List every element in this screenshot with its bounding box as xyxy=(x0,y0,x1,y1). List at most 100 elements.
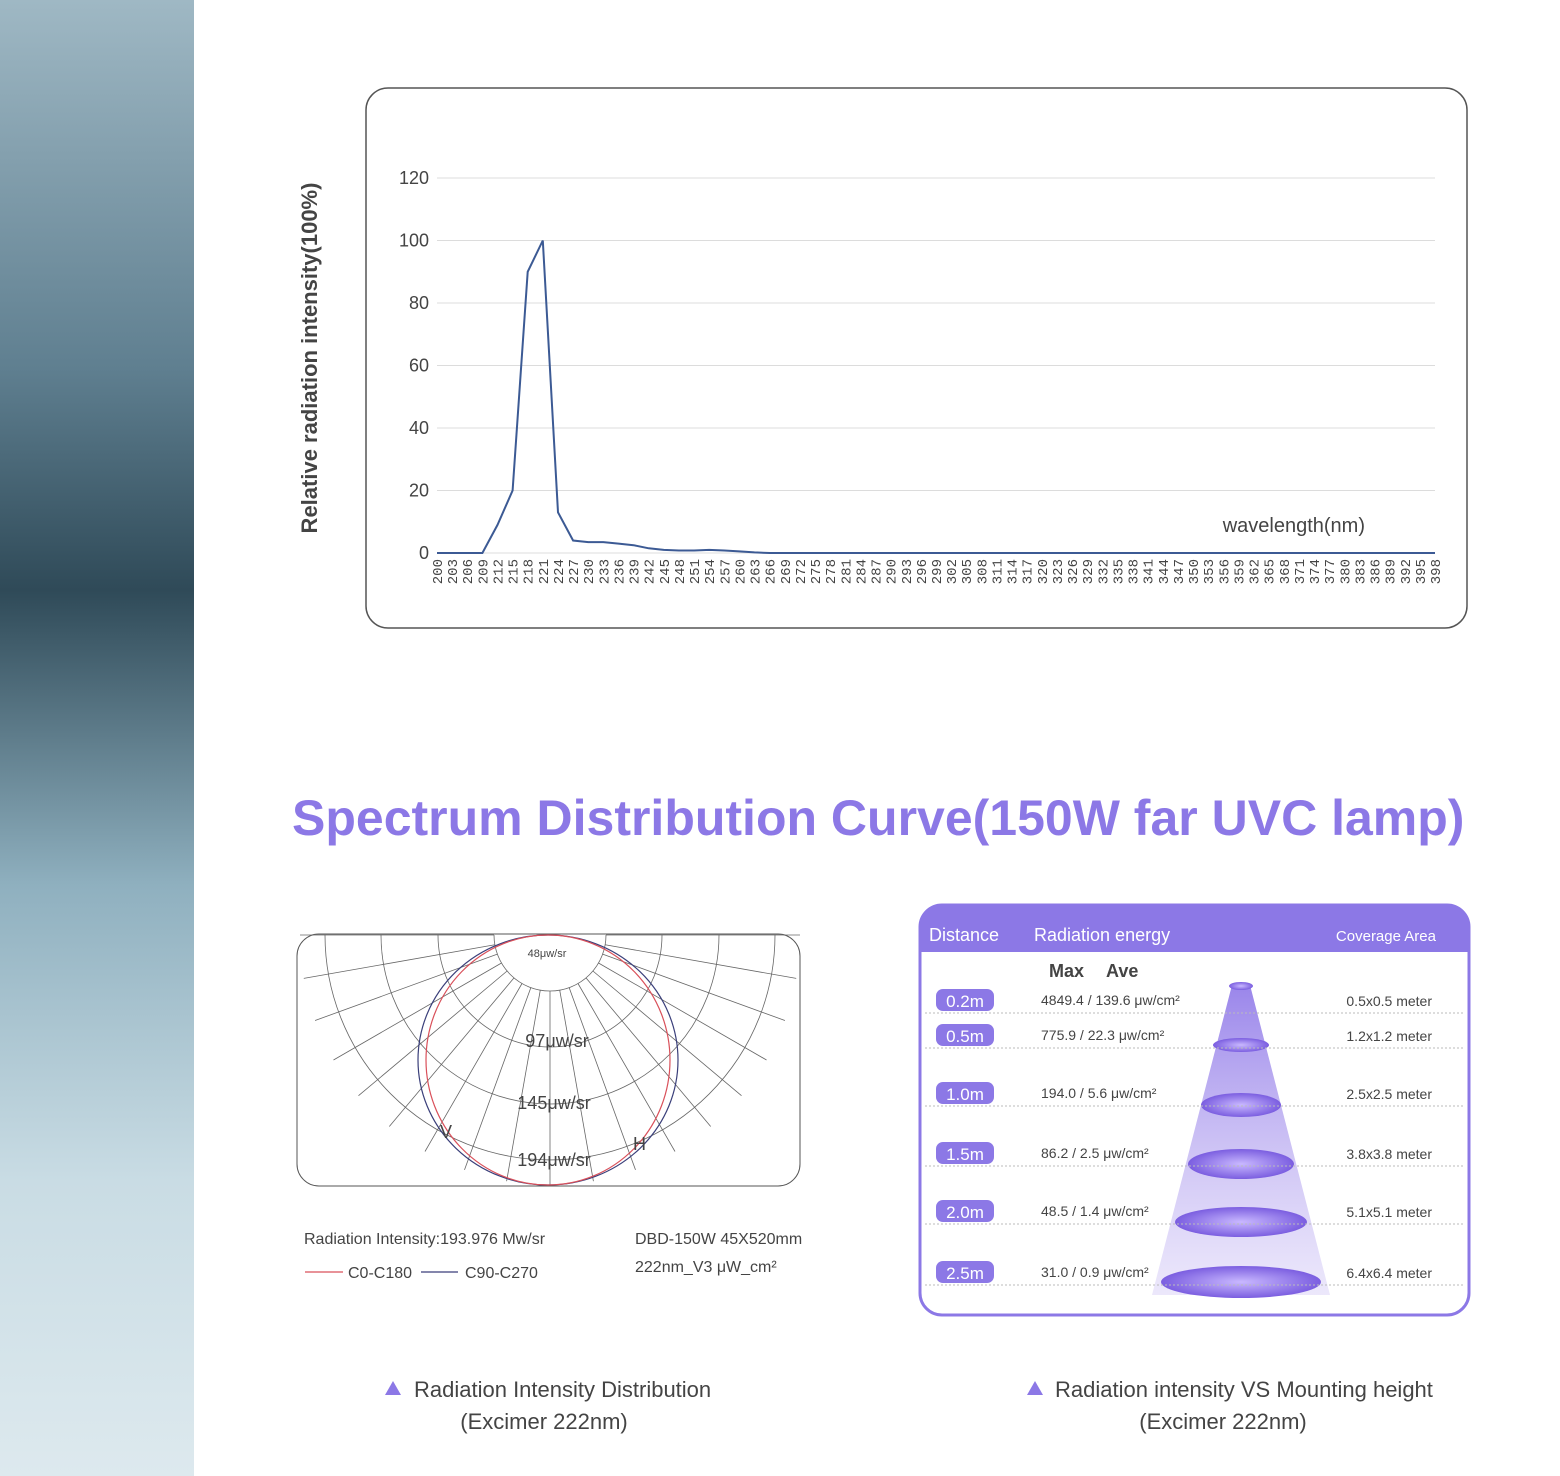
y-tick-label: 60 xyxy=(409,356,429,376)
table-cell: 775.9 / 22.3 μw/cm² xyxy=(1041,1027,1165,1043)
x-tick-label: 278 xyxy=(824,559,840,584)
x-tick-label: 200 xyxy=(431,559,447,584)
ring-label: 48μw/sr xyxy=(528,948,567,960)
x-tick-label: 380 xyxy=(1338,559,1354,584)
x-tick-label: 248 xyxy=(673,559,689,584)
y-tick-label: 100 xyxy=(399,231,429,251)
polar-ray xyxy=(577,983,676,1152)
x-tick-label: 302 xyxy=(945,559,961,584)
x-tick-label: 227 xyxy=(567,559,583,584)
x-tick-label: 317 xyxy=(1021,559,1037,584)
x-tick-label: 215 xyxy=(507,559,523,584)
curve-label: H xyxy=(633,1134,646,1154)
table-cell: 0.2m xyxy=(946,992,984,1011)
x-tick-label: 389 xyxy=(1384,559,1400,584)
cone-disc xyxy=(1161,1266,1321,1298)
x-tick-label: 311 xyxy=(990,559,1006,584)
x-tick-label: 260 xyxy=(733,559,749,584)
x-tick-label: 251 xyxy=(688,559,704,584)
polar-ring xyxy=(493,934,607,992)
caption-marker xyxy=(385,1381,401,1395)
x-tick-label: 320 xyxy=(1036,559,1052,584)
table-header: Coverage Area xyxy=(1336,928,1437,945)
polar-ray xyxy=(314,953,498,1021)
cone-disc xyxy=(1175,1207,1307,1237)
caption: (Excimer 222nm) xyxy=(1139,1409,1306,1434)
x-tick-label: 233 xyxy=(597,559,613,584)
x-tick-label: 332 xyxy=(1096,559,1112,584)
x-tick-label: 254 xyxy=(703,559,719,584)
x-tick-label: 359 xyxy=(1232,559,1248,584)
x-tick-label: 242 xyxy=(643,559,659,584)
table-cell: 3.8x3.8 meter xyxy=(1346,1146,1432,1162)
table-cell: 48.5 / 1.4 μw/cm² xyxy=(1041,1203,1149,1219)
table-cell: 194.0 / 5.6 μw/cm² xyxy=(1041,1085,1157,1101)
x-tick-label: 344 xyxy=(1157,559,1173,584)
x-tick-label: 272 xyxy=(794,559,810,584)
table-cell: 1.2x1.2 meter xyxy=(1346,1028,1432,1044)
table-header-bg xyxy=(920,905,1469,952)
x-tick-label: 206 xyxy=(461,559,477,584)
x-tick-label: 347 xyxy=(1172,559,1188,584)
polar-ray xyxy=(464,987,532,1171)
x-tick-label: 341 xyxy=(1142,559,1158,584)
x-tick-label: 314 xyxy=(1006,559,1022,584)
chart-frame xyxy=(365,87,1468,629)
polar-ray xyxy=(388,977,515,1127)
ring-label: 97μw/sr xyxy=(525,1031,588,1051)
polar-ray xyxy=(358,970,508,1097)
table-cell: 2.5m xyxy=(946,1264,984,1283)
x-tick-label: 290 xyxy=(885,559,901,584)
x-tick-label: 263 xyxy=(749,559,765,584)
x-tick-label: 350 xyxy=(1187,559,1203,584)
y-tick-label: 20 xyxy=(409,481,429,501)
x-tick-label: 203 xyxy=(446,559,462,584)
photo xyxy=(0,0,194,1476)
caption-marker xyxy=(1027,1381,1043,1395)
polar-ray xyxy=(333,962,502,1061)
x-tick-label: 377 xyxy=(1323,559,1339,584)
distance-badge xyxy=(936,989,994,1011)
x-tick-label: 239 xyxy=(628,559,644,584)
polar-ray xyxy=(303,944,495,979)
distribution-curve xyxy=(425,934,671,1186)
table-cell: 1.0m xyxy=(946,1085,984,1104)
x-tick-label: 356 xyxy=(1217,559,1233,584)
x-tick-label: 338 xyxy=(1127,559,1143,584)
x-tick-label: 257 xyxy=(718,559,734,584)
x-tick-label: 395 xyxy=(1414,559,1430,584)
table-subheader: Max xyxy=(1049,961,1084,981)
distance-badge xyxy=(936,1200,994,1222)
cone-disc xyxy=(1188,1149,1294,1179)
ring-label: 145μw/sr xyxy=(517,1093,590,1113)
x-tick-label: 275 xyxy=(809,559,825,584)
x-tick-label: 323 xyxy=(1051,559,1067,584)
table-subheader: Ave xyxy=(1106,961,1138,981)
table-cell: 31.0 / 0.9 μw/cm² xyxy=(1041,1264,1149,1280)
caption: (Excimer 222nm) xyxy=(460,1409,627,1434)
table-cell: 2.5x2.5 meter xyxy=(1346,1086,1432,1102)
x-tick-label: 293 xyxy=(900,559,916,584)
x-tick-label: 299 xyxy=(930,559,946,584)
y-tick-label: 0 xyxy=(419,543,429,563)
x-tick-label: 281 xyxy=(839,559,855,584)
x-tick-label: 398 xyxy=(1429,559,1445,584)
x-tick-label: 266 xyxy=(764,559,780,584)
polar-ray xyxy=(605,944,797,979)
x-tick-label: 392 xyxy=(1399,559,1415,584)
polar-ray xyxy=(568,987,636,1171)
table-cell: 4849.4 / 139.6 μw/cm² xyxy=(1041,992,1180,1008)
x-tick-label: 284 xyxy=(854,559,870,584)
cone-disc xyxy=(1213,1038,1269,1052)
x-tick-label: 218 xyxy=(522,559,538,584)
table-cell: 1.5m xyxy=(946,1145,984,1164)
distance-badge xyxy=(936,1024,994,1046)
table-cell: 86.2 / 2.5 μw/cm² xyxy=(1041,1145,1149,1161)
distance-badge xyxy=(936,1261,994,1283)
x-tick-label: 296 xyxy=(915,559,931,584)
cone-disc xyxy=(1229,982,1253,990)
y-tick-label: 40 xyxy=(409,418,429,438)
x-axis-title: wavelength(nm) xyxy=(1222,515,1365,537)
x-tick-label: 212 xyxy=(491,559,507,584)
x-tick-label: 287 xyxy=(870,559,886,584)
